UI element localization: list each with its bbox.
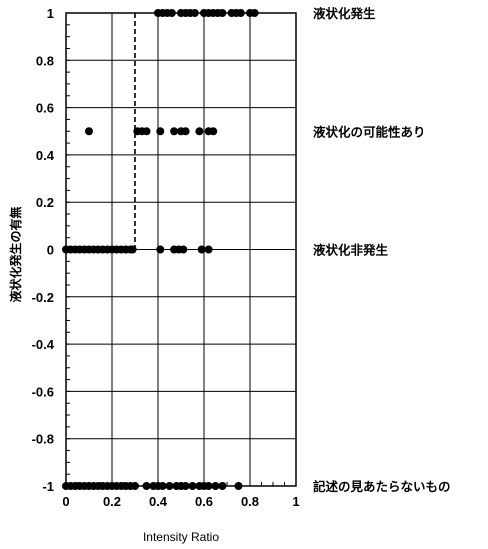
data-point [181,482,190,490]
data-point [190,9,199,17]
data-point [165,482,174,490]
data-point [250,9,259,17]
data-point [218,9,227,17]
data-point [209,127,218,136]
data-point [156,245,165,254]
data-point [188,482,197,490]
data-point [156,127,165,136]
data-point [204,245,213,254]
y-tick-label: 0.4 [36,148,55,163]
annotation-label: 液状化の可能性あり [313,124,426,139]
x-tick-label: 0.8 [241,494,259,509]
data-point [195,127,204,136]
data-point [211,482,220,490]
x-tick-labels: 0 0.2 0.4 0.6 0.8 1 [62,494,299,509]
x-tick-label: 0.6 [195,494,213,509]
y-tick-label: 0.2 [36,195,54,210]
y-tick-labels: 1 0.8 0.6 0.4 0.2 0 -0.2 -0.4 -0.6 -0.8 -1 [32,6,55,494]
data-point [181,127,190,136]
data-point [142,482,151,490]
annotation-label: 記述の見あたらないもの [313,479,451,494]
annotation-label: 液状化発生 [313,6,376,21]
data-point [234,482,243,490]
y-tick-label: -0.4 [32,337,55,352]
data-point [170,127,179,136]
x-tick-label: 1 [292,494,299,509]
x-tick-label: 0.4 [149,494,168,509]
y-tick-label: 0.8 [36,53,54,68]
data-point [218,482,227,490]
x-tick-label: 0.2 [103,494,121,509]
data-point [142,127,151,136]
y-axis-label: 液状化発生の有無 [8,206,23,302]
y-tick-label: -0.8 [32,432,54,447]
data-point [128,245,137,254]
data-point [167,9,176,17]
data-point [85,127,93,136]
y-tick-label: -0.6 [32,384,54,399]
y-tick-label: -1 [42,479,54,494]
data-points [62,9,259,490]
y-tick-label: 1 [47,6,54,21]
data-point [131,482,139,490]
data-point [197,245,206,254]
data-point [204,482,213,490]
y-tick-label: -0.2 [32,290,54,305]
data-point [236,9,245,17]
annotation-label: 液状化非発生 [313,243,389,258]
data-point [158,482,167,490]
y-tick-label: 0.6 [36,101,54,116]
data-point [179,245,188,254]
x-tick-label: 0 [62,494,69,509]
x-axis-label: Intensity Ratio [143,530,219,544]
y-tick-label: 0 [47,243,54,258]
